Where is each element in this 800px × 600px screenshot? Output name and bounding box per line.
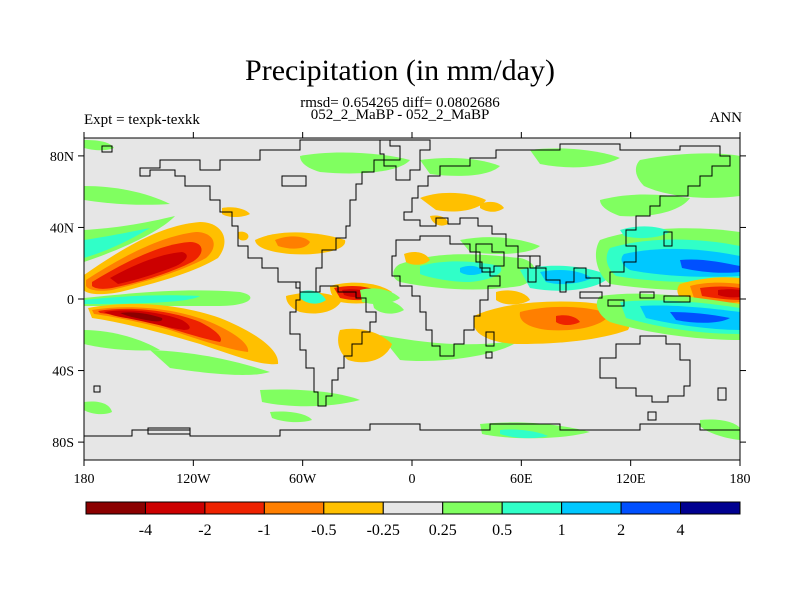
- colorbar-swatch: [382, 501, 444, 515]
- colorbar-label: 1: [558, 522, 566, 539]
- chart-title: Precipitation (in mm/day): [245, 54, 555, 87]
- case-names: 052_2_MaBP - 052_2_MaBP: [310, 107, 490, 123]
- colorbar-swatch: [561, 501, 622, 515]
- coastlines: [84, 139, 740, 437]
- colorbar-swatch: [620, 501, 682, 515]
- map-plot-area: [84, 138, 740, 460]
- colorbar-swatch: [442, 501, 503, 515]
- longitude-ticks: 180 120W 60W 0 60E 120E 180: [74, 132, 751, 487]
- colorbar-swatch: [323, 501, 384, 515]
- colorbar-label: -1: [258, 522, 271, 539]
- colorbar-label: 0.25: [429, 522, 457, 539]
- experiment-label: Expt = texpk-texkk: [84, 112, 200, 128]
- lon-tick-label: 120E: [616, 472, 646, 487]
- colorbar-label: -2: [198, 522, 211, 539]
- colorbar-swatch: [144, 501, 206, 515]
- lon-tick-label: 180: [730, 472, 751, 487]
- lat-tick-label: 80S: [52, 436, 74, 451]
- colorbar-label: 0.5: [492, 522, 512, 539]
- lon-tick-label: 180: [74, 472, 95, 487]
- colorbar-label: -4: [139, 522, 152, 539]
- lon-tick-label: 120W: [176, 472, 211, 487]
- colorbar-label: 4: [677, 522, 685, 539]
- lat-tick-label: 0: [67, 293, 74, 308]
- season-label: ANN: [709, 110, 743, 126]
- colorbar-swatch: [680, 501, 741, 515]
- lon-tick-label: 60W: [289, 472, 317, 487]
- latitude-ticks: 80N 40N 0 40S 80S: [50, 150, 746, 451]
- anomaly-fields: [84, 140, 740, 440]
- colorbar: -4 -2 -1 -0.5 -0.25 0.25 0.5 1 2 4: [85, 501, 741, 539]
- lon-tick-label: 60E: [510, 472, 533, 487]
- lon-tick-label: 0: [409, 472, 416, 487]
- stats-line: rmsd= 0.654265 diff= 0.0802686: [300, 95, 500, 111]
- colorbar-label: -0.25: [367, 522, 400, 539]
- colorbar-swatch: [263, 501, 325, 515]
- colorbar-label: -0.5: [311, 522, 336, 539]
- colorbar-swatch: [85, 501, 146, 515]
- lat-tick-label: 40N: [50, 221, 74, 236]
- colorbar-swatch: [204, 501, 265, 515]
- colorbar-swatch: [501, 501, 563, 515]
- lat-tick-label: 80N: [50, 150, 74, 165]
- colorbar-label: 2: [617, 522, 625, 539]
- lat-tick-label: 40S: [52, 365, 74, 380]
